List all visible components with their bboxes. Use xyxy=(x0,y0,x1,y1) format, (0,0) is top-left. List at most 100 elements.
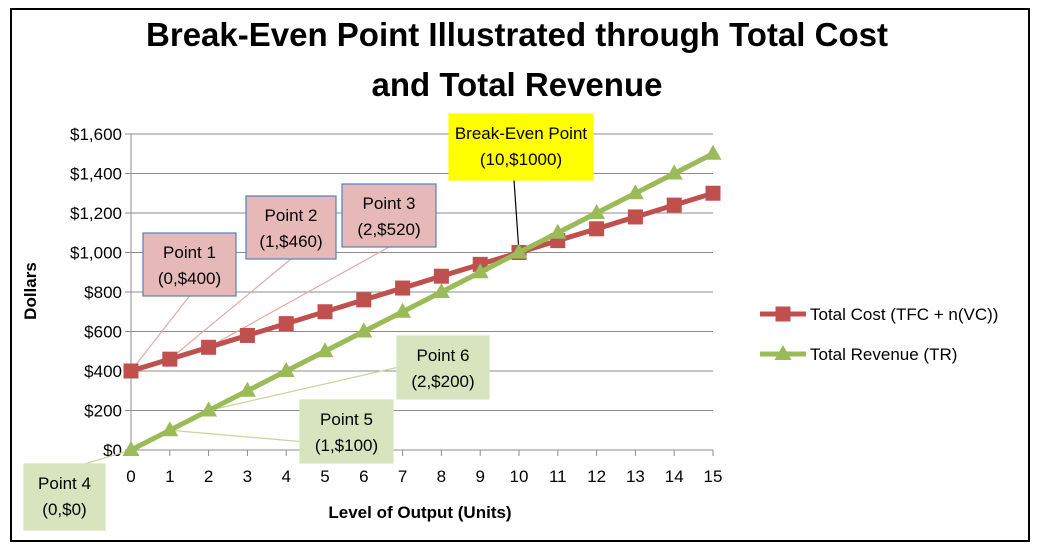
point-4-callout: Point 4 (0,$0) xyxy=(23,463,106,531)
y-axis-title: Dollars xyxy=(21,262,40,320)
x-tick-label: 8 xyxy=(437,467,446,486)
total-revenue-point xyxy=(588,204,606,219)
total-revenue-point xyxy=(238,381,256,397)
annotation-leaders xyxy=(84,179,520,465)
x-tick-label: 7 xyxy=(398,467,407,486)
point-5-box xyxy=(299,399,394,464)
total-cost-point xyxy=(356,292,372,308)
x-tick-label: 1 xyxy=(165,467,174,486)
point-6-leader xyxy=(208,366,398,412)
point-2-label: (1,$460) xyxy=(259,232,322,251)
total-revenue-legend-label: Total Revenue (TR) xyxy=(810,345,957,364)
total-cost-point xyxy=(201,339,217,355)
point-6-callout: Point 6 (2,$200) xyxy=(396,335,490,400)
total-revenue-point xyxy=(665,164,683,180)
point-5-label: Point 5 xyxy=(320,410,373,429)
x-tick-label: 15 xyxy=(704,467,723,486)
total-cost-point xyxy=(162,351,178,367)
point-6-box xyxy=(396,335,490,400)
break-even-callout: Break-Even Point (10,$1000) xyxy=(448,113,594,181)
total-revenue-legend-marker xyxy=(774,345,792,360)
point-1-box xyxy=(142,232,237,297)
x-tick-label: 13 xyxy=(626,467,645,486)
point-4-box xyxy=(23,463,106,531)
point-3-box xyxy=(341,183,437,248)
x-tick-label: 0 xyxy=(126,467,135,486)
x-tick-label: 11 xyxy=(549,467,567,486)
total-revenue-point xyxy=(549,223,567,239)
total-cost-point xyxy=(317,304,333,320)
total-revenue-point xyxy=(200,401,218,417)
y-tick-label: $800 xyxy=(84,283,122,302)
point-2-leader xyxy=(169,258,292,360)
point-4-label: (0,$0) xyxy=(42,500,86,519)
total-revenue-point xyxy=(277,362,295,377)
break-even-leader xyxy=(513,179,520,253)
point-1-leader xyxy=(130,295,190,372)
total-cost-legend-entry: Total Cost (TFC + n(VC)) xyxy=(760,305,998,324)
break-even-label: (10,$1000) xyxy=(480,150,562,169)
point-2-box xyxy=(245,195,337,260)
annotations: Point 1 (0,$400) Point 2 (1,$460) Point 3 (2,… xyxy=(23,113,594,531)
total-revenue-point xyxy=(161,421,179,437)
chart-title-line-1: Break-Even Point Illustrated through Tot… xyxy=(146,16,888,53)
point-1-label: Point 1 xyxy=(163,243,216,262)
point-2-label: Point 2 xyxy=(265,206,318,225)
axes: $0 $200 $400 $600 $800 $1,000 $1,200 $1,400 $1,6… xyxy=(70,125,722,486)
point-3-label: (2,$520) xyxy=(357,220,420,239)
total-cost-point xyxy=(123,363,139,379)
y-tick-label: $1,000 xyxy=(70,244,122,263)
total-revenue-point xyxy=(471,263,489,279)
x-tick-label: 14 xyxy=(665,467,684,486)
legend: Total Cost (TFC + n(VC)) Total Revenue (T… xyxy=(760,305,998,364)
y-tick-label: $600 xyxy=(84,323,122,342)
total-revenue-point xyxy=(394,302,412,318)
point-3-leader xyxy=(208,246,390,348)
total-cost-point xyxy=(278,316,294,332)
point-3-label: Point 3 xyxy=(363,194,416,213)
total-revenue-point xyxy=(122,441,140,456)
y-tick-label: $1,200 xyxy=(70,204,122,223)
total-revenue-point xyxy=(626,184,644,200)
total-cost-line xyxy=(130,190,714,374)
point-6-label: (2,$200) xyxy=(411,372,474,391)
chart-title-line-2: and Total Revenue xyxy=(372,66,663,103)
total-revenue-point xyxy=(510,243,528,259)
point-1-label: (0,$400) xyxy=(158,269,221,288)
total-cost-legend-marker xyxy=(775,306,791,322)
x-tick-label: 2 xyxy=(204,467,213,486)
total-revenue-series xyxy=(122,144,722,456)
x-axis-title: Level of Output (Units) xyxy=(328,503,511,522)
y-tick-label: $1,400 xyxy=(70,165,122,184)
x-tick-label: 3 xyxy=(243,467,252,486)
total-revenue-point xyxy=(704,144,722,160)
x-tick-label: 6 xyxy=(359,467,368,486)
y-tick-label: $400 xyxy=(84,362,122,381)
x-tick-label: 10 xyxy=(510,467,529,486)
total-cost-point xyxy=(589,221,605,237)
series-lines xyxy=(122,144,722,456)
break-even-label: Break-Even Point xyxy=(455,124,588,143)
total-revenue-legend-entry: Total Revenue (TR) xyxy=(760,345,957,364)
total-cost-point xyxy=(705,185,721,201)
point-2-callout: Point 2 (1,$460) xyxy=(245,195,337,260)
x-tick-label: 12 xyxy=(587,467,606,486)
point-5-leader xyxy=(169,429,301,443)
point-4-leader xyxy=(84,449,132,465)
point-5-callout: Point 5 (1,$100) xyxy=(299,399,394,464)
total-cost-legend-label: Total Cost (TFC + n(VC)) xyxy=(810,305,998,324)
total-revenue-line xyxy=(129,151,715,453)
total-cost-point xyxy=(239,327,255,343)
point-6-label: Point 6 xyxy=(417,346,470,365)
total-cost-point xyxy=(433,268,449,284)
total-revenue-point xyxy=(432,283,450,298)
total-cost-point xyxy=(666,197,682,213)
total-revenue-point xyxy=(355,322,373,338)
x-tick-label: 4 xyxy=(281,467,290,486)
y-tick-label: $1,600 xyxy=(70,125,122,144)
break-even-box xyxy=(448,113,594,181)
point-5-label: (1,$100) xyxy=(315,436,378,455)
point-3-callout: Point 3 (2,$520) xyxy=(341,183,437,248)
